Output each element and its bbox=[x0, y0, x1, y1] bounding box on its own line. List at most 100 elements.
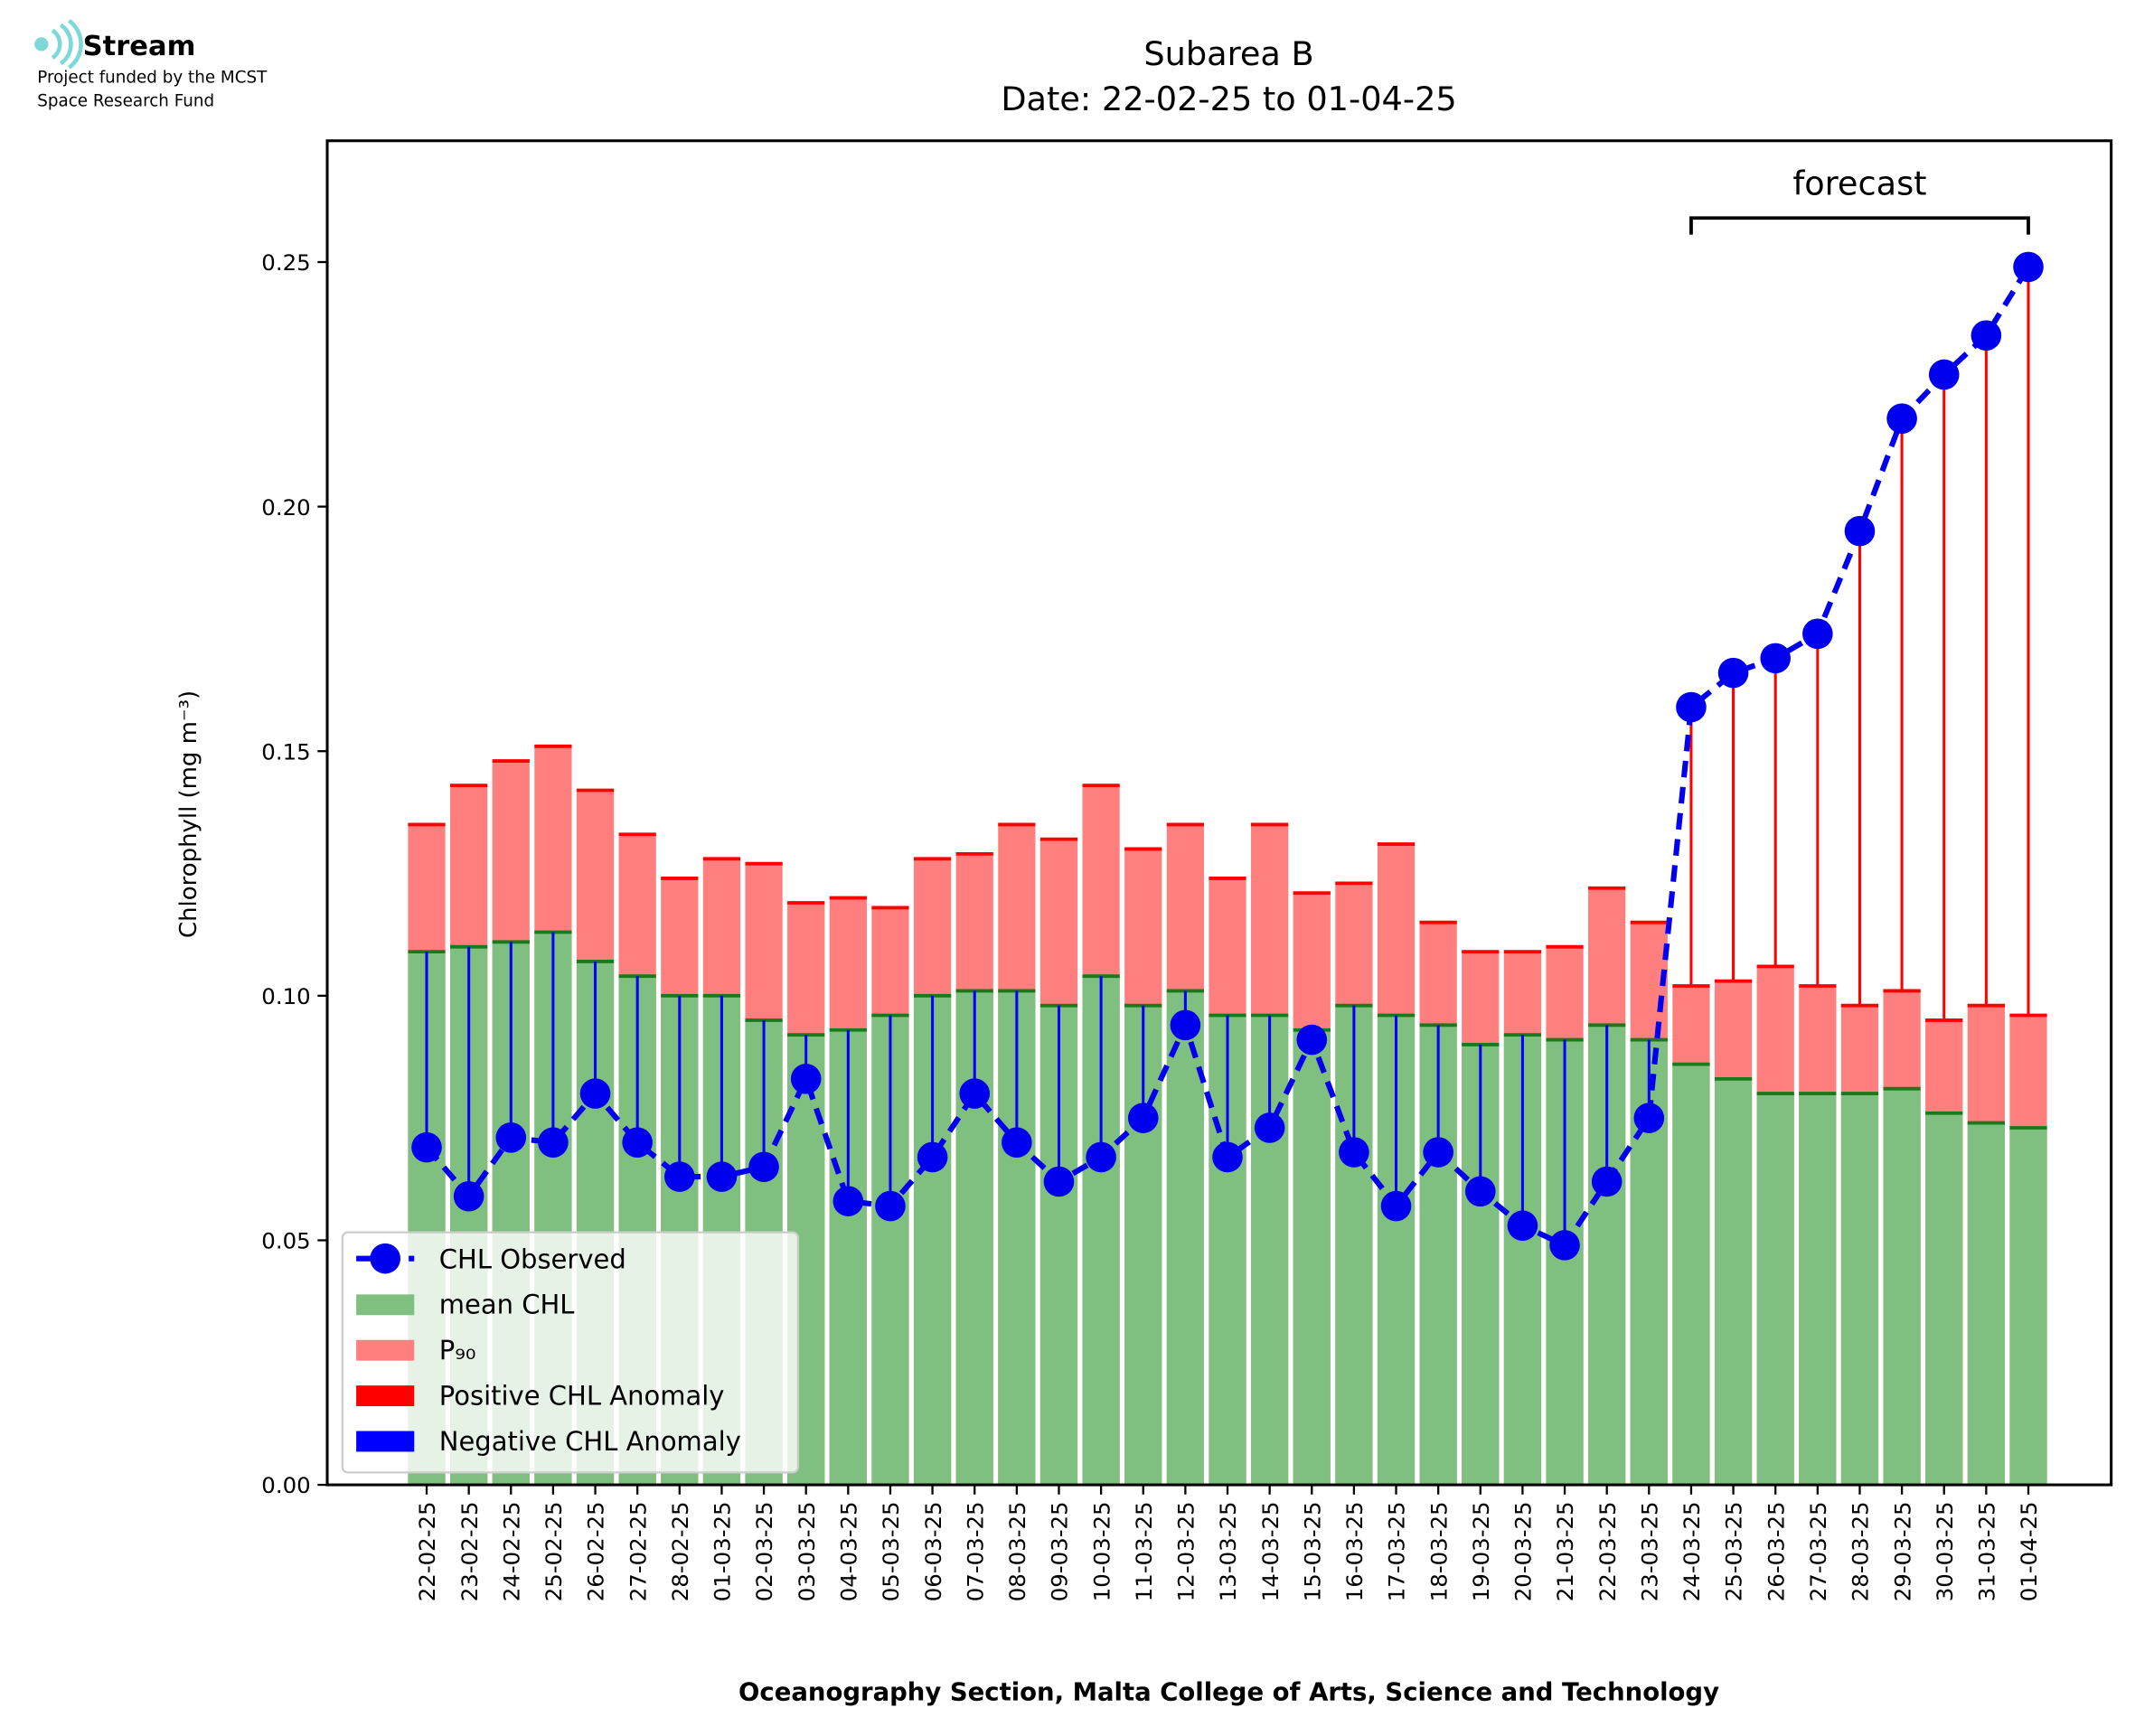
x-tick-label: 28-03-25 bbox=[1848, 1501, 1874, 1601]
x-tick-label: 19-03-25 bbox=[1468, 1501, 1494, 1601]
observed-point bbox=[706, 1161, 738, 1192]
observed-point bbox=[579, 1078, 611, 1109]
chart-subtitle: Date: 22-02-25 to 01-04-25 bbox=[1001, 80, 1456, 118]
x-tick-label: 27-03-25 bbox=[1805, 1501, 1831, 1601]
x-tick-label: 06-03-25 bbox=[920, 1501, 946, 1601]
mean-bar bbox=[1166, 990, 1204, 1486]
observed-point bbox=[1717, 657, 1749, 689]
x-tick-label: 23-03-25 bbox=[1636, 1501, 1662, 1601]
x-axis-label: Oceanography Section, Malta College of A… bbox=[738, 1677, 1719, 1706]
x-tick-label: 16-03-25 bbox=[1341, 1501, 1368, 1601]
observed-point bbox=[1296, 1024, 1328, 1056]
observed-point bbox=[1464, 1176, 1496, 1207]
funding-line: Project funded by the MCST bbox=[37, 69, 268, 88]
x-tick-label: 01-03-25 bbox=[710, 1501, 736, 1601]
observed-point bbox=[1507, 1210, 1538, 1242]
brand: Stream bbox=[83, 31, 196, 62]
legend-swatch bbox=[356, 1294, 415, 1316]
legend-swatch bbox=[356, 1431, 415, 1452]
observed-point bbox=[1886, 403, 1917, 434]
mean-bar bbox=[2009, 1127, 2047, 1486]
x-tick-label: 25-02-25 bbox=[541, 1501, 567, 1601]
legend-label: mean CHL bbox=[439, 1290, 575, 1320]
observed-point bbox=[1591, 1166, 1623, 1197]
x-tick-label: 07-03-25 bbox=[962, 1501, 988, 1601]
observed-point bbox=[1339, 1137, 1369, 1168]
observed-point bbox=[1971, 320, 2002, 351]
observed-point bbox=[453, 1180, 484, 1212]
logo: Stream Project funded by the MCST Space … bbox=[34, 19, 268, 111]
mean-bar bbox=[1672, 1064, 1710, 1486]
x-tick-label: 09-03-25 bbox=[1047, 1501, 1073, 1601]
x-tick-label: 10-03-25 bbox=[1088, 1501, 1115, 1601]
x-tick-label: 02-03-25 bbox=[751, 1501, 777, 1601]
forecast-bracket bbox=[1689, 216, 2030, 235]
logo-waves bbox=[51, 19, 83, 70]
observed-point bbox=[1212, 1141, 1243, 1173]
x-tick-label: 17-03-25 bbox=[1384, 1501, 1410, 1601]
legend-swatch bbox=[370, 1243, 400, 1274]
observed-point bbox=[1549, 1230, 1580, 1261]
legend-label: Positive CHL Anomaly bbox=[439, 1381, 725, 1412]
legend-swatch bbox=[356, 1339, 415, 1361]
x-tick-label: 21-03-25 bbox=[1552, 1501, 1578, 1601]
x-tick-label: 27-02-25 bbox=[625, 1501, 651, 1601]
observed-point bbox=[1423, 1137, 1453, 1168]
observed-point bbox=[959, 1078, 991, 1109]
observed-point bbox=[1127, 1103, 1159, 1133]
y-tick-label: 0.10 bbox=[261, 983, 310, 1009]
legend-swatch bbox=[356, 1385, 415, 1407]
x-tick-label: 11-03-25 bbox=[1131, 1501, 1157, 1601]
legend: CHL Observed mean CHL P₉₀ Positive CHL Anom… bbox=[341, 1231, 800, 1474]
funding-line: Space Research Fund bbox=[37, 92, 214, 111]
legend-box bbox=[341, 1231, 800, 1474]
observed-point bbox=[663, 1161, 695, 1192]
observed-point bbox=[1002, 1127, 1032, 1159]
plot-frame bbox=[325, 139, 2113, 1487]
mean-bar bbox=[1840, 1093, 1879, 1486]
observed-point bbox=[1802, 618, 1833, 650]
x-tick-label: 26-02-25 bbox=[583, 1501, 609, 1601]
x-tick-label: 01-04-25 bbox=[2016, 1501, 2042, 1601]
observed-point bbox=[495, 1122, 527, 1153]
observed-point bbox=[538, 1127, 569, 1159]
legend-label: P₉₀ bbox=[439, 1335, 476, 1365]
observed-point bbox=[1254, 1112, 1285, 1143]
observed-point bbox=[1170, 1009, 1201, 1041]
observed-point bbox=[1633, 1103, 1665, 1133]
x-tick-label: 25-03-25 bbox=[1721, 1501, 1747, 1601]
x-tick-label: 05-03-25 bbox=[878, 1501, 904, 1601]
logo-icon bbox=[34, 37, 49, 52]
x-tick-label: 08-03-25 bbox=[1004, 1501, 1030, 1601]
x-tick-label: 18-03-25 bbox=[1425, 1501, 1452, 1601]
observed-point bbox=[1380, 1190, 1412, 1222]
x-tick-label: 22-03-25 bbox=[1594, 1501, 1621, 1601]
mean-bar bbox=[1756, 1093, 1794, 1486]
observed-point bbox=[790, 1064, 822, 1094]
observed-point bbox=[1928, 359, 1960, 390]
mean-bar bbox=[1925, 1112, 1963, 1486]
y-tick-label: 0.20 bbox=[261, 494, 310, 521]
x-tick-label: 30-03-25 bbox=[1932, 1501, 1958, 1601]
mean-bar bbox=[1967, 1122, 2005, 1486]
observed-point bbox=[1676, 691, 1707, 723]
observed-point bbox=[832, 1186, 864, 1216]
x-tick-label: 20-03-25 bbox=[1510, 1501, 1537, 1601]
mean-bar bbox=[1714, 1078, 1753, 1486]
x-tick-label: 31-03-25 bbox=[1974, 1501, 2000, 1601]
y-tick-label: 0.05 bbox=[261, 1228, 310, 1254]
mean-bar bbox=[1883, 1088, 1921, 1486]
annotation: forecast bbox=[1792, 164, 1926, 202]
y-axis-label: Chlorophyll (mg m⁻³) bbox=[175, 690, 202, 938]
observed-point bbox=[2013, 251, 2044, 283]
y-tick-label: 0.25 bbox=[261, 249, 310, 276]
observed-point bbox=[1086, 1141, 1116, 1173]
x-tick-label: 13-03-25 bbox=[1215, 1501, 1241, 1601]
mean-bar bbox=[1293, 1029, 1331, 1486]
x-tick-label: 22-02-25 bbox=[414, 1501, 440, 1601]
legend-label: Negative CHL Anomaly bbox=[439, 1426, 741, 1457]
legend-label: CHL Observed bbox=[439, 1243, 626, 1274]
x-tick-label: 24-02-25 bbox=[498, 1501, 524, 1601]
x-tick-label: 23-02-25 bbox=[456, 1501, 483, 1601]
